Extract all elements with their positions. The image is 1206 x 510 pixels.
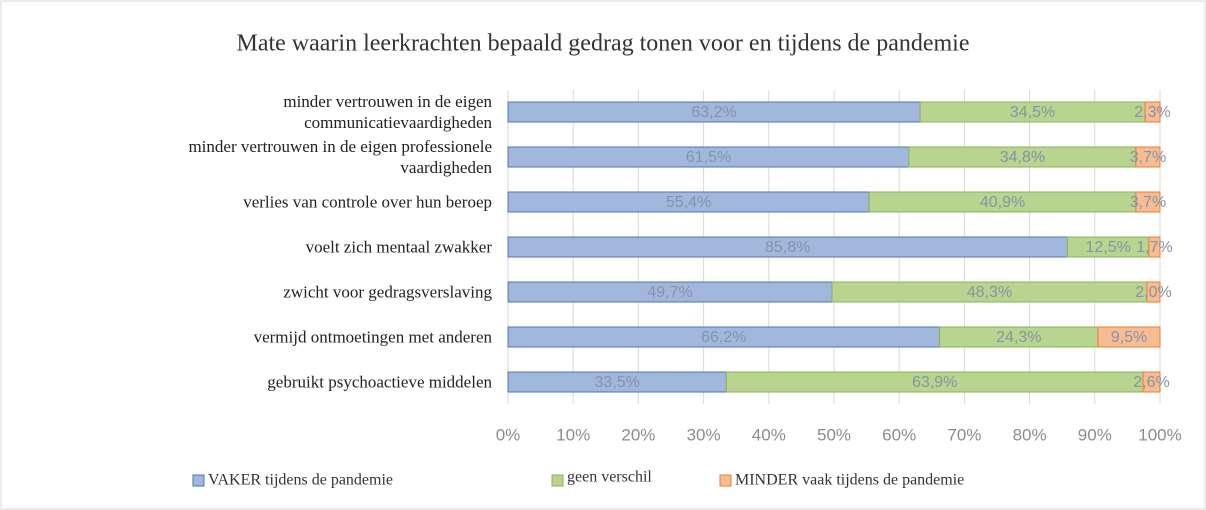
category-label: verlies van controle over hun beroep: [243, 192, 492, 212]
data-label: 12,5%: [1085, 239, 1130, 256]
data-label: 61,5%: [686, 149, 731, 166]
data-label: 2,3%: [1134, 104, 1170, 121]
x-tick-label: 90%: [1078, 425, 1112, 444]
x-tick-label: 0%: [496, 425, 521, 444]
legend-swatch: [719, 474, 732, 487]
data-label: 34,8%: [1000, 149, 1045, 166]
data-label: 34,5%: [1010, 104, 1055, 121]
x-tick-label: 50%: [817, 425, 851, 444]
x-tick-label: 80%: [1013, 425, 1047, 444]
data-label: 33,5%: [595, 374, 640, 391]
chart-title: Mate waarin leerkrachten bepaald gedrag …: [236, 31, 969, 57]
data-label: 48,3%: [967, 284, 1012, 301]
data-label: 63,9%: [912, 374, 957, 391]
data-label: 3,7%: [1130, 149, 1166, 166]
legend-label: geen verschil: [567, 469, 652, 486]
bar-segment: [1142, 371, 1161, 393]
data-label: 9,5%: [1111, 329, 1147, 346]
data-label: 40,9%: [980, 194, 1025, 211]
x-tick-label: 10%: [556, 425, 590, 444]
category-label: vermijd ontmoetingen met anderen: [253, 327, 492, 347]
category-label: voelt zich mentaal zwakker: [305, 237, 492, 257]
x-tick-label: 70%: [947, 425, 981, 444]
bar-segment: [1146, 281, 1161, 303]
x-tick-label: 60%: [882, 425, 916, 444]
bar-segment: [1148, 236, 1161, 258]
x-tick-label: 20%: [621, 425, 655, 444]
legend-swatch: [551, 474, 564, 487]
bar-segment: [1144, 101, 1161, 123]
data-label: 24,3%: [996, 329, 1041, 346]
category-label: gebruikt psychoactieve middelen: [267, 372, 492, 392]
legend-label: MINDER vaak tijdens de pandemie: [735, 472, 964, 489]
legend-swatch: [192, 474, 205, 487]
data-label: 66,2%: [701, 329, 746, 346]
category-label: minder vertrouwen in de eigen communicat…: [283, 92, 492, 132]
legend-label: VAKER tijdens de pandemie: [208, 472, 393, 489]
data-label: 55,4%: [666, 194, 711, 211]
data-label: 2,6%: [1133, 374, 1169, 391]
category-label: minder vertrouwen in de eigen profession…: [188, 137, 492, 177]
data-label: 2,0%: [1135, 284, 1171, 301]
data-label: 49,7%: [647, 284, 692, 301]
bar-segment: [1135, 191, 1161, 213]
bar-segment: [1135, 146, 1161, 168]
bar-segment: [1097, 326, 1161, 348]
data-label: 63,2%: [691, 104, 736, 121]
x-tick-label: 100%: [1138, 425, 1181, 444]
data-label: 85,8%: [765, 239, 810, 256]
category-label: zwicht voor gedragsverslaving: [283, 282, 492, 302]
x-tick-label: 40%: [752, 425, 786, 444]
data-label: 1,7%: [1136, 239, 1172, 256]
data-label: 3,7%: [1130, 194, 1166, 211]
x-tick-label: 30%: [687, 425, 721, 444]
